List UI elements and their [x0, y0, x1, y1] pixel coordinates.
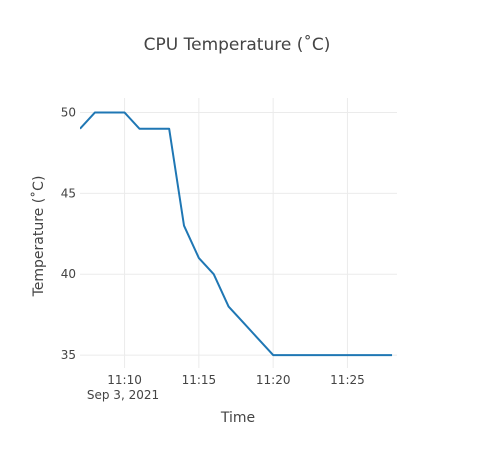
- x-tick-label: 11:10: [107, 373, 142, 387]
- y-tick-label: 35: [61, 348, 76, 362]
- chart-title: CPU Temperature (˚C): [144, 34, 331, 55]
- x-tick-label: 11:25: [330, 373, 365, 387]
- tick-labels: 35 40 45 50 11:10 11:15 11:20 11:25: [61, 106, 365, 387]
- y-tick-label: 45: [61, 186, 76, 200]
- x-date-label: Sep 3, 2021: [87, 388, 159, 402]
- plot-area: [80, 111, 393, 357]
- y-tick-label: 40: [61, 267, 76, 281]
- y-tick-label: 50: [61, 106, 76, 120]
- grid: [80, 98, 397, 368]
- y-axis-title: Temperature (˚C): [30, 176, 47, 298]
- x-tick-label: 11:15: [182, 373, 217, 387]
- series-line: [80, 111, 393, 357]
- x-axis-title: Time: [220, 410, 255, 426]
- x-tick-label: 11:20: [256, 373, 291, 387]
